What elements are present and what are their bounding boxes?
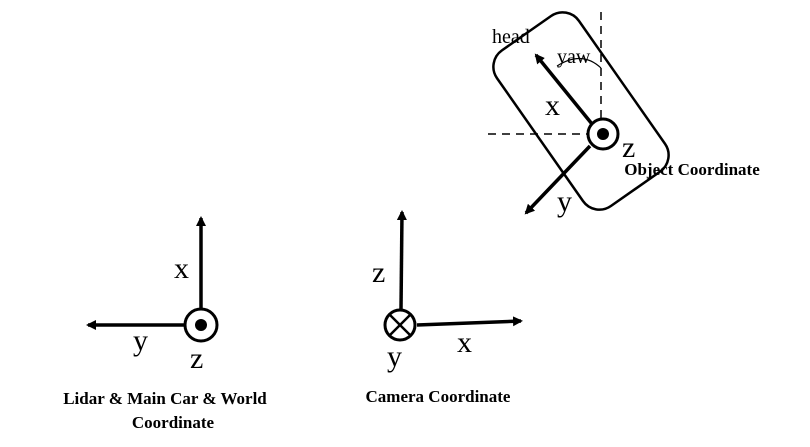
lidar-caption-line2: Coordinate bbox=[132, 413, 215, 432]
lidar-x-label: x bbox=[174, 252, 189, 285]
lidar-frame: x y z Lidar & Main Car & World Coordinat… bbox=[63, 216, 267, 432]
object-x-label: x bbox=[545, 89, 560, 122]
object-z-axis-dot bbox=[597, 128, 609, 140]
lidar-z-axis-dot bbox=[195, 319, 207, 331]
camera-caption: Camera Coordinate bbox=[366, 387, 511, 406]
object-x-axis-arrow bbox=[534, 53, 594, 126]
object-caption: Object Coordinate bbox=[624, 160, 760, 179]
object-y-axis-arrow bbox=[524, 144, 592, 215]
camera-cross-stroke-b bbox=[388, 313, 412, 337]
camera-y-label: y bbox=[387, 340, 402, 373]
camera-x-axis-arrow bbox=[416, 316, 523, 327]
lidar-z-label: z bbox=[190, 342, 203, 375]
camera-z-label: z bbox=[372, 256, 385, 289]
camera-z-axis-arrow bbox=[396, 210, 407, 310]
object-bounding-box bbox=[492, 11, 670, 211]
object-z-label: z bbox=[622, 131, 635, 164]
object-yaw-label: yaw bbox=[557, 46, 591, 68]
lidar-caption-line1: Lidar & Main Car & World bbox=[63, 389, 267, 408]
object-y-label: y bbox=[557, 185, 572, 218]
lidar-y-label: y bbox=[133, 324, 148, 357]
object-yaw-arc bbox=[556, 57, 602, 69]
object-head-label: head bbox=[492, 26, 530, 48]
camera-x-label: x bbox=[457, 326, 472, 359]
object-frame: head yaw x z y Object Coordinate bbox=[488, 11, 760, 218]
camera-frame: z x y Camera Coordinate bbox=[366, 210, 523, 406]
